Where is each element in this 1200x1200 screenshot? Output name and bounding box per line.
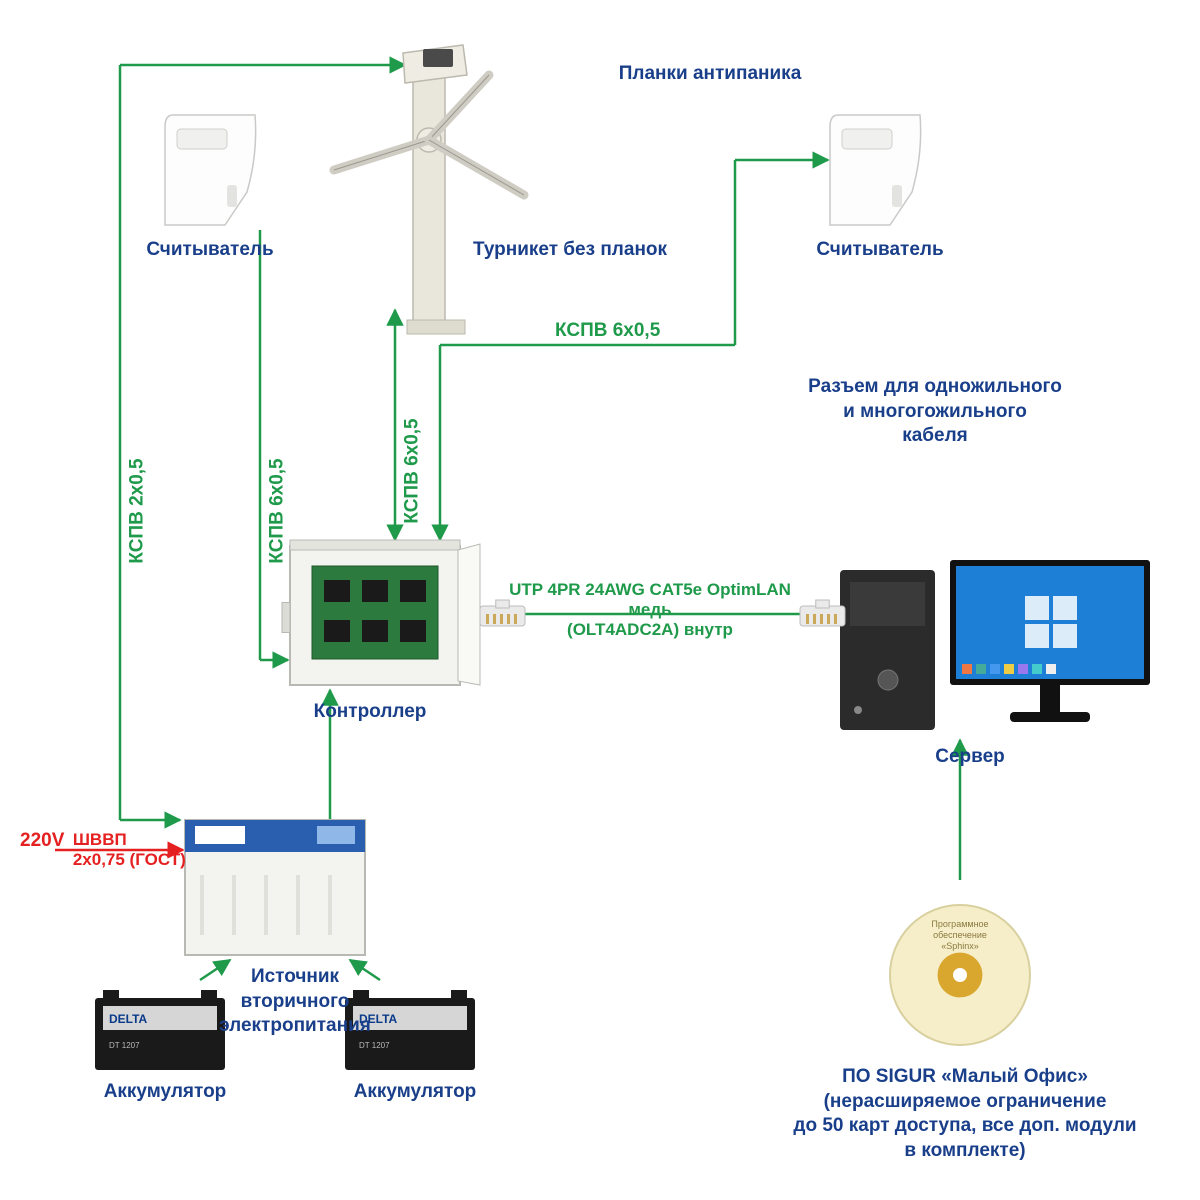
svg-text:DELTA: DELTA (109, 1012, 148, 1026)
reader-left-label: Считыватель (130, 238, 290, 263)
cable-k6-2: КСПВ 6х0,5 (402, 418, 424, 523)
server-label: Сервер (900, 745, 1040, 770)
reader-right-label: Считыватель (800, 238, 960, 263)
svg-text:обеспечение: обеспечение (933, 930, 987, 940)
antipanic-label: Планки антипаника (580, 62, 840, 87)
connector-label: Разъем для одножильного и многогожильног… (770, 375, 1100, 449)
cable-k6-1: КСПВ 6х0,5 (267, 458, 289, 563)
controller-label: Контроллер (280, 700, 460, 725)
svg-text:DT 1207: DT 1207 (109, 1041, 140, 1050)
psu-label: Источник вторичного электропитания (195, 965, 395, 1039)
software-label: ПО SIGUR «Малый Офис» (нерасширяемое огр… (755, 1065, 1175, 1164)
battery-right-label: Аккумулятор (330, 1080, 500, 1105)
svg-text:«Sphinx»: «Sphinx» (941, 941, 979, 951)
power-label: 220V ШВВП 2х0,75 (ГОСТ) (20, 830, 190, 870)
svg-text:Программное: Программное (931, 919, 988, 929)
cable-k2: КСПВ 2х0,5 (127, 458, 149, 563)
cable-utp: UTP 4PR 24AWG CAT5e OptimLAN медь (OLT4A… (500, 580, 800, 640)
cable-k6-3: КСПВ 6х0,5 (555, 320, 660, 342)
battery-left-label: Аккумулятор (80, 1080, 250, 1105)
svg-text:DT 1207: DT 1207 (359, 1041, 390, 1050)
turnstile-label: Турникет без планок (440, 238, 700, 263)
